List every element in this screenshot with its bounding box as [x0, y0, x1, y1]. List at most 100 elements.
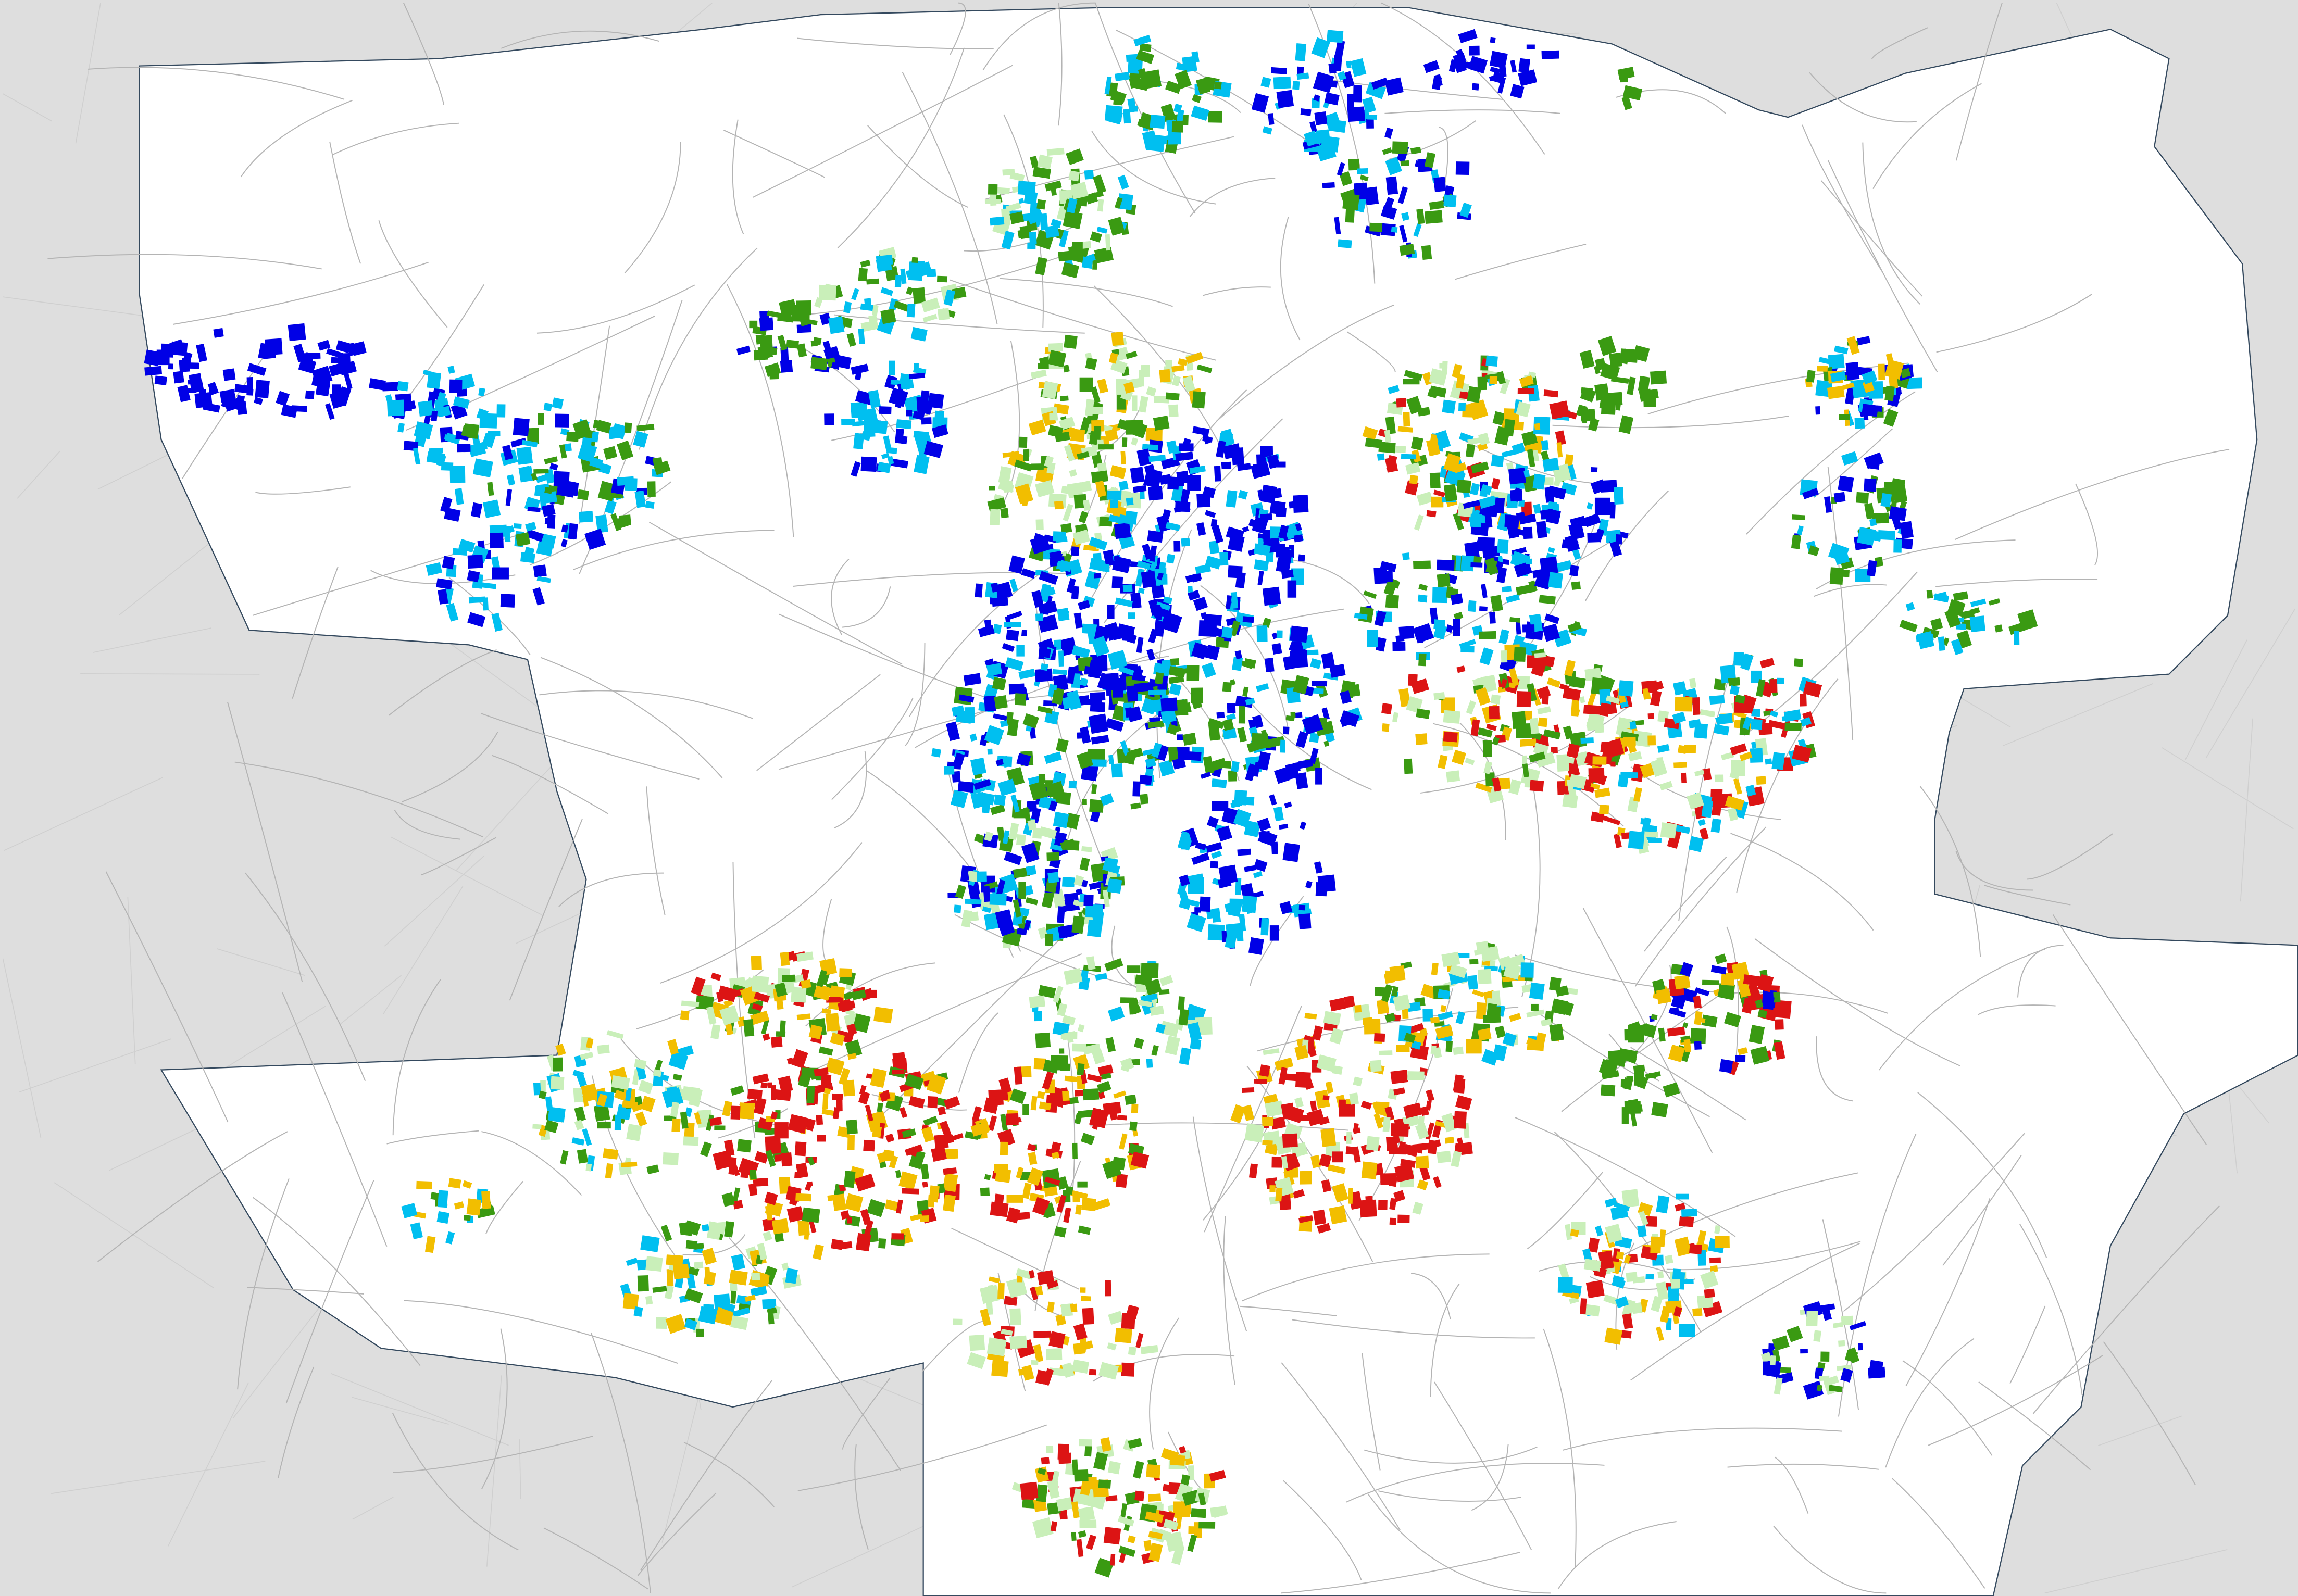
city-block-green — [1064, 334, 1078, 349]
street — [105, 871, 229, 1123]
city-block-dark-blue — [1300, 108, 1312, 116]
city-block-dark-blue — [1221, 461, 1231, 470]
city-block-red — [1282, 1133, 1298, 1148]
city-block-light-green — [922, 313, 938, 323]
city-block-cyan — [1108, 755, 1114, 764]
city-block-cyan — [582, 437, 592, 450]
city-block-green — [980, 1187, 990, 1196]
city-block-cyan — [883, 435, 892, 451]
city-block-dark-blue — [1175, 501, 1191, 512]
city-block-yellow — [920, 1215, 929, 1222]
city-block-yellow — [1354, 1004, 1362, 1013]
city-block-green — [1030, 156, 1039, 168]
city-block-green — [786, 340, 799, 349]
city-block-dark-blue — [1862, 404, 1879, 417]
city-block-dark-blue — [1032, 533, 1043, 545]
city-block-green — [1620, 1079, 1631, 1087]
city-block-cyan — [397, 422, 405, 433]
city-block-green — [1168, 746, 1179, 762]
street — [1955, 3, 2003, 161]
city-block-light-green — [1491, 990, 1501, 1006]
street — [329, 141, 361, 264]
city-block-dark-blue — [264, 338, 283, 356]
city-block-green — [1013, 867, 1030, 878]
city-block-light-green — [1478, 969, 1492, 984]
city-block-light-green — [1081, 241, 1092, 249]
city-block-red — [1689, 1243, 1702, 1254]
city-block-cyan — [1532, 473, 1546, 490]
city-block-dark-blue — [171, 341, 188, 356]
street — [1630, 1047, 1746, 1121]
city-block-cyan — [1117, 193, 1133, 210]
city-block-dark-blue — [189, 373, 203, 391]
city-block-cyan — [1106, 490, 1122, 500]
city-block-green — [1117, 419, 1129, 431]
city-block-green — [714, 1125, 726, 1130]
city-block-green — [1061, 262, 1080, 279]
city-block-cyan — [1146, 1058, 1153, 1068]
city-block-dark-blue — [1139, 774, 1153, 785]
city-block-yellow — [1095, 481, 1107, 497]
city-block-green — [1445, 1040, 1453, 1052]
street — [1978, 1381, 2091, 1471]
city-block-cyan — [1637, 1225, 1647, 1238]
city-block-green — [1167, 724, 1179, 735]
city-block-cyan — [1857, 526, 1876, 546]
city-block-red — [1014, 1066, 1023, 1085]
city-block-cyan — [1093, 552, 1102, 564]
city-block-dark-blue — [1257, 489, 1264, 500]
city-block-red — [817, 1135, 826, 1142]
city-block-green — [1063, 210, 1083, 230]
street — [1871, 27, 1928, 60]
city-block-cyan — [1226, 713, 1237, 721]
city-block-red — [794, 1141, 807, 1157]
city-block-green — [1009, 211, 1025, 224]
city-block-dark-blue — [1518, 58, 1530, 73]
city-block-green — [1191, 1508, 1206, 1518]
street — [1527, 1172, 1603, 1250]
city-block-cyan — [868, 389, 881, 408]
city-block-dark-blue — [1295, 731, 1308, 748]
street — [573, 530, 775, 570]
city-block-dark-blue — [913, 410, 925, 420]
city-block-dark-blue — [555, 413, 569, 428]
city-block-light-green — [1046, 147, 1065, 156]
city-block-green — [1098, 1479, 1111, 1489]
city-block-yellow — [1656, 988, 1671, 1004]
city-block-dark-blue — [1064, 893, 1080, 912]
city-block-dark-blue — [213, 328, 224, 338]
city-block-yellow — [1647, 735, 1656, 746]
city-block-dark-blue — [1315, 882, 1328, 897]
city-block-dark-blue — [1321, 652, 1335, 669]
city-block-cyan — [496, 404, 506, 418]
city-block-dark-blue — [1845, 361, 1860, 381]
city-block-cyan — [1058, 650, 1064, 667]
city-block-cyan — [1104, 76, 1112, 95]
city-block-green — [1404, 758, 1413, 774]
city-block-cyan — [1276, 630, 1283, 638]
city-block-green — [952, 286, 967, 299]
city-block-dark-blue — [1127, 633, 1137, 644]
street — [1744, 571, 1918, 736]
city-block-light-green — [953, 1318, 963, 1325]
city-block-light-green — [597, 1044, 610, 1054]
street — [97, 1131, 288, 1262]
city-block-green — [647, 481, 656, 497]
street — [536, 284, 695, 334]
city-block-cyan — [1059, 230, 1069, 248]
city-block-cyan — [1118, 480, 1129, 491]
city-block-cyan — [1771, 752, 1785, 770]
city-block-dark-blue — [1313, 71, 1334, 93]
street — [1316, 78, 1504, 100]
street — [1813, 428, 1893, 498]
city-block-dark-blue — [492, 567, 509, 580]
city-block-dark-blue — [1594, 497, 1610, 516]
city-block-cyan — [1039, 583, 1052, 602]
city-block-green — [994, 695, 1008, 709]
city-block-dark-blue — [527, 506, 541, 512]
city-block-green — [1036, 199, 1046, 210]
street — [854, 1444, 869, 1550]
city-block-green — [1196, 77, 1211, 95]
city-block-light-green — [1818, 1375, 1830, 1381]
